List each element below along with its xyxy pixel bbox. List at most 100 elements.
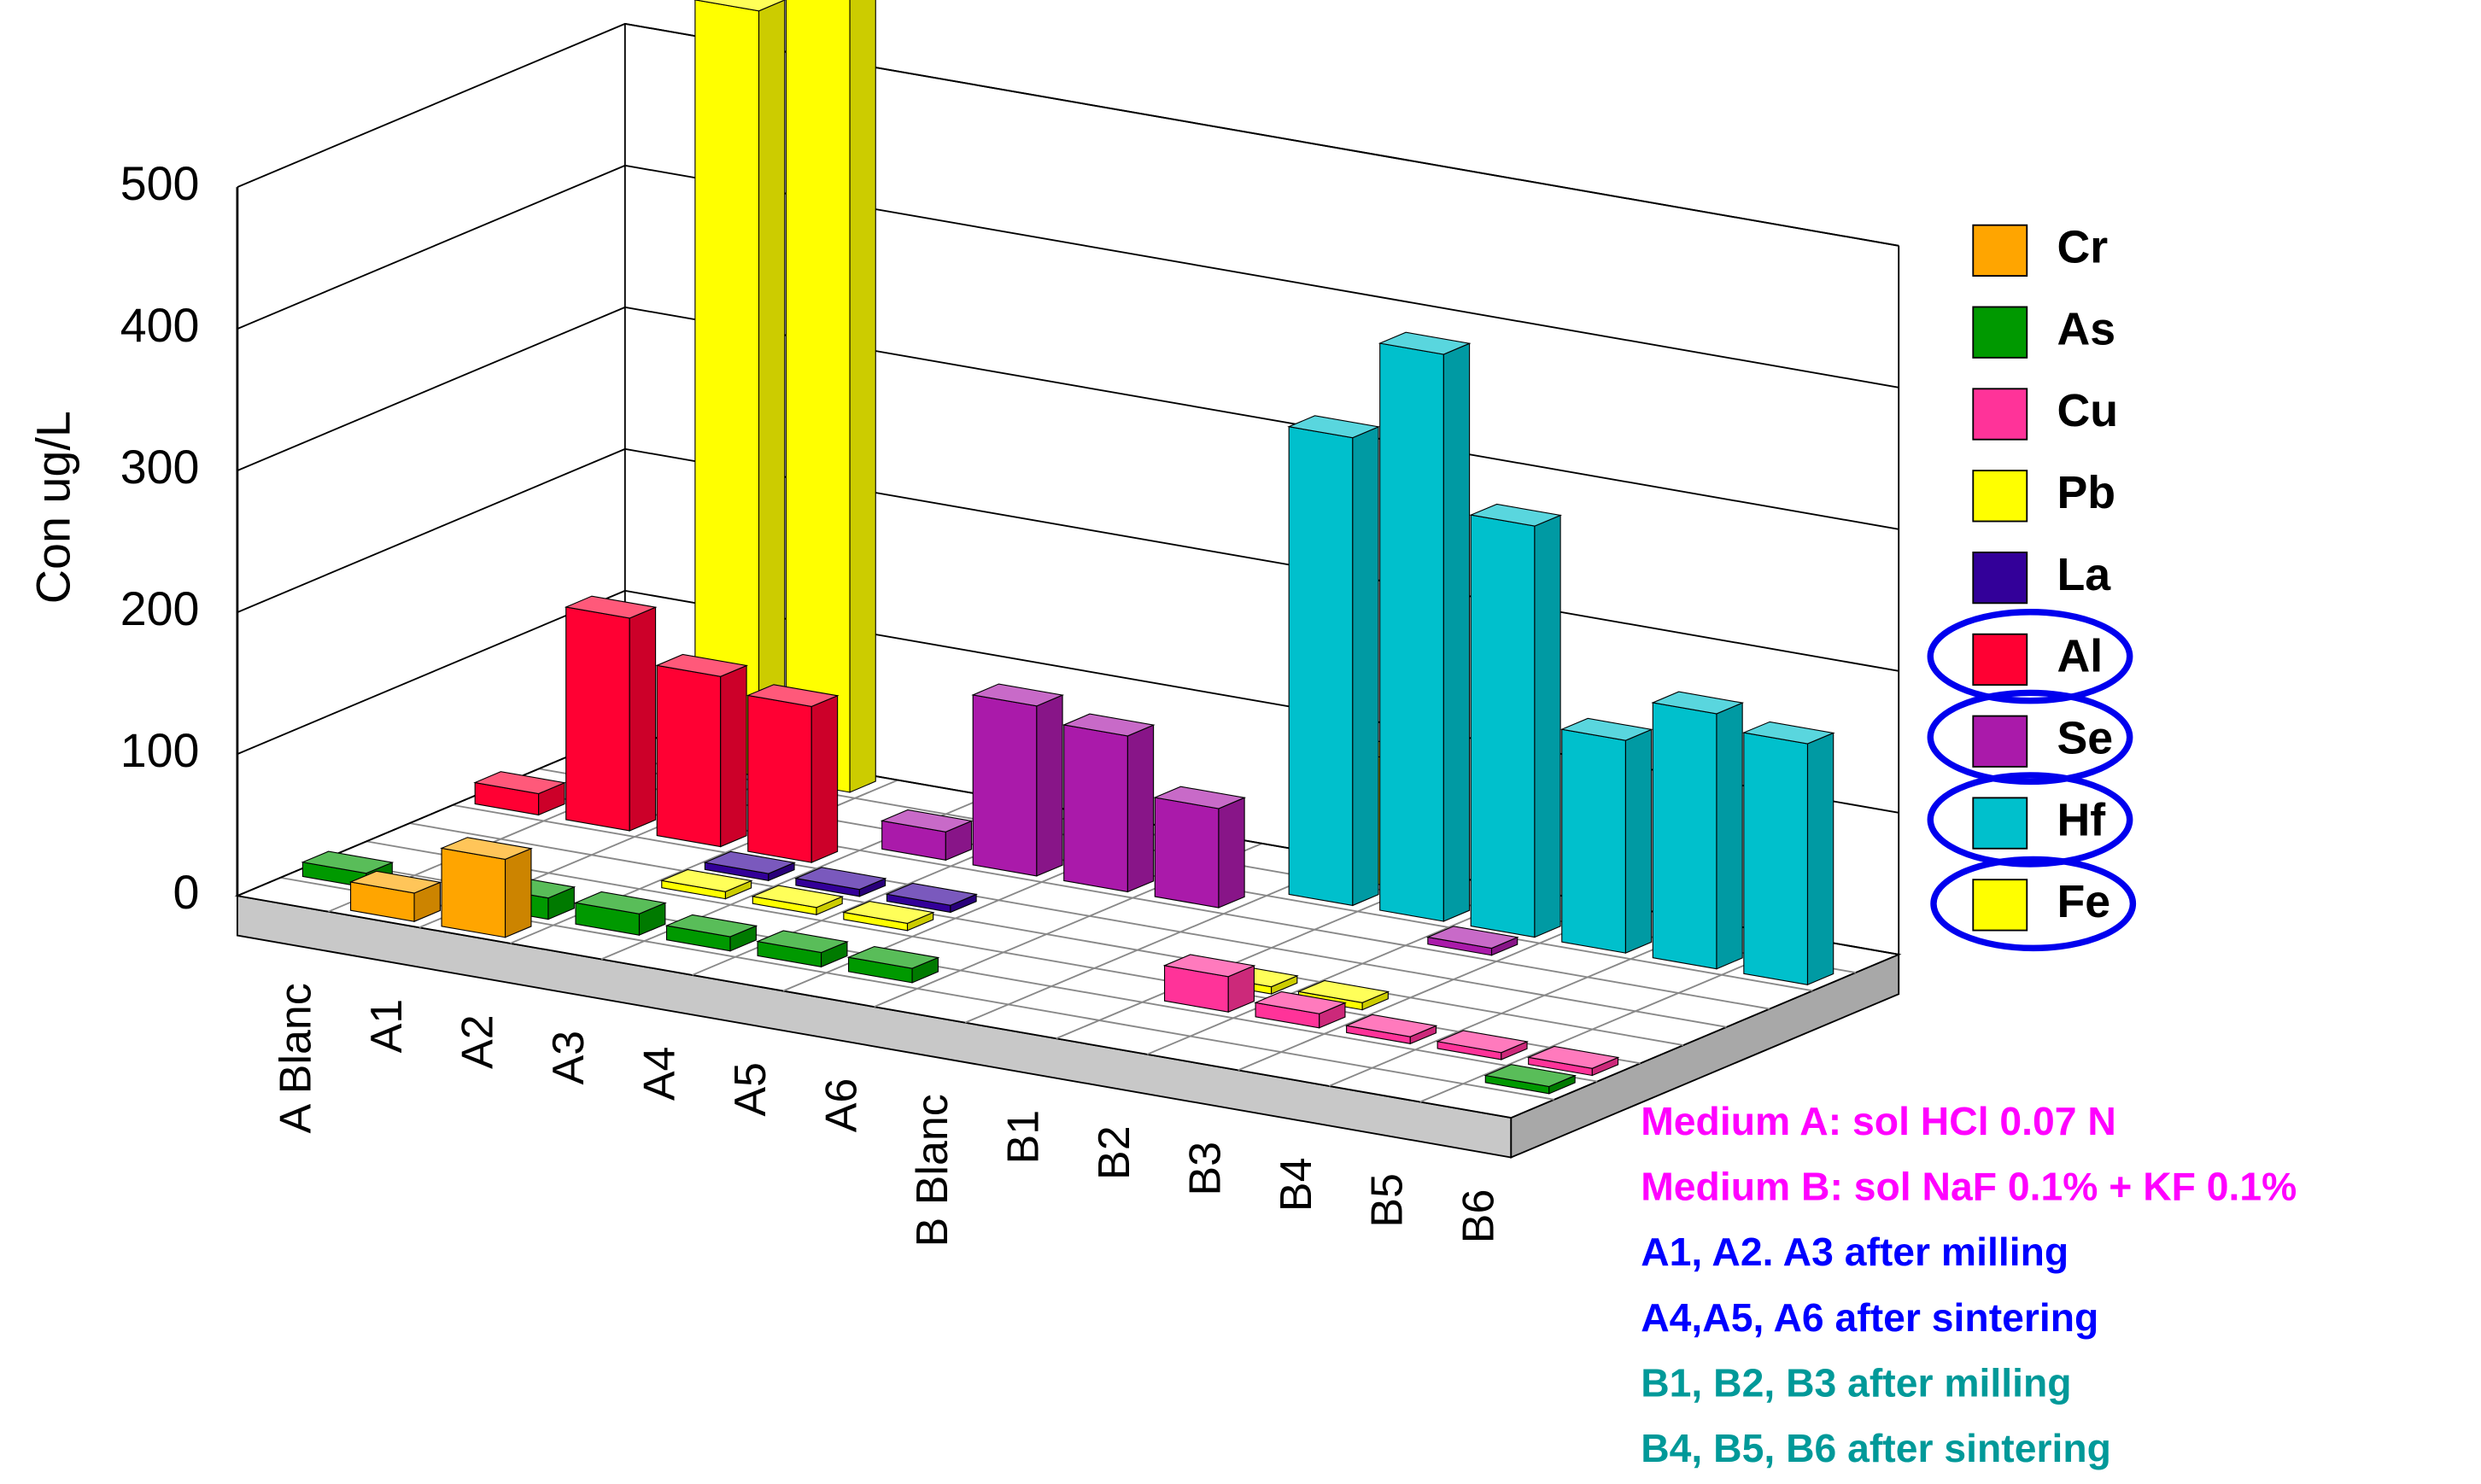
bar bbox=[885, 882, 979, 914]
bar bbox=[1651, 691, 1745, 970]
note: B4, B5, B6 after sintering bbox=[1641, 1426, 2111, 1470]
bar-top bbox=[1378, 331, 1472, 355]
note: A4,A5, A6 after sintering bbox=[1641, 1295, 2098, 1340]
bar-top bbox=[1296, 979, 1390, 1003]
bar bbox=[1162, 954, 1256, 1014]
bar-front bbox=[1063, 724, 1128, 893]
bar-top bbox=[301, 850, 395, 874]
bar-top bbox=[1425, 926, 1519, 949]
bar-front bbox=[1561, 728, 1626, 954]
legend-swatch bbox=[1972, 633, 2028, 686]
bar-top bbox=[1287, 415, 1381, 439]
legend-swatch bbox=[1972, 470, 2028, 523]
bar bbox=[1153, 786, 1247, 909]
bar bbox=[1378, 331, 1472, 922]
bar-top bbox=[1469, 503, 1563, 527]
bar bbox=[1741, 721, 1835, 986]
bar-front bbox=[972, 694, 1038, 877]
bar bbox=[1425, 926, 1519, 956]
legend-swatch bbox=[1972, 224, 2028, 278]
bar-top bbox=[703, 850, 796, 874]
bar bbox=[1287, 415, 1381, 907]
grid-line bbox=[237, 164, 1899, 389]
bar-top bbox=[1162, 954, 1256, 978]
bar-side bbox=[1352, 426, 1379, 907]
bar-side bbox=[720, 664, 747, 848]
bar-top bbox=[1741, 721, 1835, 745]
bar-top bbox=[655, 653, 749, 677]
legend-label: Cu bbox=[2057, 385, 2118, 436]
x-tick-label: A2 bbox=[453, 1014, 503, 1069]
highlight-circles bbox=[1927, 609, 2137, 952]
bar bbox=[1483, 1064, 1577, 1095]
bar-front bbox=[785, 0, 851, 793]
bar bbox=[564, 595, 658, 832]
bar bbox=[1344, 1014, 1438, 1045]
y-tick-label: 400 bbox=[120, 299, 200, 352]
bar-side bbox=[1716, 702, 1743, 970]
bar bbox=[655, 653, 749, 848]
bar-side bbox=[1624, 728, 1653, 954]
legend-label: Hf bbox=[2057, 794, 2106, 845]
y-tick-label: 500 bbox=[120, 157, 200, 210]
bar-top bbox=[440, 837, 533, 860]
floor-grid bbox=[452, 803, 1727, 1028]
x-tick-label: B2 bbox=[1090, 1125, 1139, 1180]
bar bbox=[1559, 717, 1653, 954]
x-tick-label: B1 bbox=[999, 1110, 1049, 1165]
bar-top bbox=[659, 868, 753, 892]
floor-grid bbox=[964, 858, 1354, 1024]
legend-label: Se bbox=[2057, 712, 2113, 763]
bar bbox=[440, 837, 533, 938]
bar-top bbox=[1254, 990, 1347, 1014]
bar-front bbox=[1470, 514, 1536, 938]
bar bbox=[971, 683, 1065, 877]
bar-side bbox=[629, 606, 657, 832]
bar-top bbox=[1559, 717, 1653, 741]
note: Medium B: sol NaF 0.1% + KF 0.1% bbox=[1641, 1164, 2297, 1208]
note: Medium A: sol HCl 0.07 N bbox=[1641, 1099, 2116, 1143]
bar bbox=[659, 868, 753, 900]
grid-line bbox=[237, 447, 1899, 672]
x-tick-label: A6 bbox=[817, 1078, 867, 1133]
bar-side bbox=[758, 0, 786, 778]
highlight bbox=[1927, 609, 2133, 704]
bar bbox=[1062, 713, 1156, 893]
bar bbox=[793, 867, 887, 897]
y-tick-label: 0 bbox=[173, 866, 200, 919]
legend-label: Cr bbox=[2057, 222, 2108, 273]
bar-front bbox=[441, 847, 506, 938]
bar bbox=[880, 809, 974, 862]
bar-side bbox=[810, 694, 839, 863]
floor-grid bbox=[1056, 874, 1444, 1040]
bar-top bbox=[1526, 1045, 1620, 1069]
bar-side bbox=[1442, 342, 1471, 922]
bar bbox=[846, 945, 940, 984]
bar-top bbox=[751, 885, 845, 909]
bar-top bbox=[1651, 691, 1745, 715]
legend-label: Pb bbox=[2057, 467, 2115, 518]
bar-side bbox=[1036, 694, 1063, 877]
bar-top bbox=[880, 809, 974, 833]
bar bbox=[703, 850, 796, 882]
bar-top bbox=[664, 914, 758, 938]
bar-front bbox=[656, 664, 722, 848]
x-tick-label: B Blanc bbox=[908, 1094, 957, 1247]
x-tick-label: A4 bbox=[635, 1047, 685, 1101]
x-tick-label: B6 bbox=[1454, 1189, 1503, 1244]
floor-grid bbox=[1238, 906, 1626, 1072]
bar bbox=[1526, 1045, 1620, 1077]
bar-front bbox=[1652, 702, 1717, 970]
bar-top bbox=[885, 882, 979, 906]
bar-top bbox=[1436, 1030, 1529, 1054]
x-tick-label: A Blanc bbox=[271, 983, 320, 1133]
highlight bbox=[1927, 689, 2133, 786]
y-tick-label: 300 bbox=[120, 441, 200, 494]
bar-side bbox=[1126, 724, 1155, 893]
legend-swatch bbox=[1972, 306, 2028, 359]
bar bbox=[841, 901, 935, 932]
bar-front bbox=[1154, 797, 1220, 909]
floor-grid bbox=[1419, 938, 1809, 1103]
note: A1, A2. A3 after milling bbox=[1641, 1230, 2068, 1274]
legend-label: La bbox=[2057, 549, 2111, 600]
